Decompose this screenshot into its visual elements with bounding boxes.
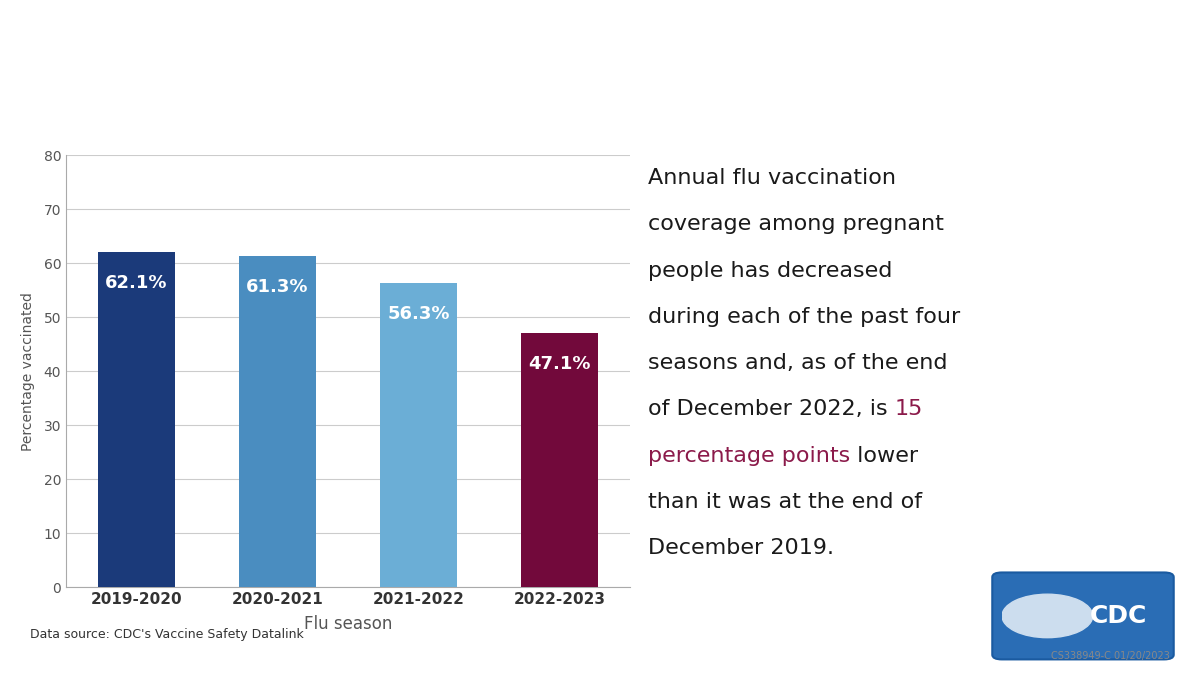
Text: CDC: CDC — [1090, 604, 1147, 628]
Text: of December 2022, is: of December 2022, is — [648, 400, 895, 419]
Text: 15: 15 — [895, 400, 923, 419]
Text: than it was at the end of: than it was at the end of — [648, 492, 922, 512]
Text: Annual flu vaccination: Annual flu vaccination — [648, 168, 896, 188]
X-axis label: Flu season: Flu season — [304, 616, 392, 633]
Y-axis label: Percentage vaccinated: Percentage vaccinated — [22, 292, 35, 451]
Text: among Pregnant People 18 to 49 Years of Age: among Pregnant People 18 to 49 Years of … — [506, 68, 1200, 101]
Text: percentage points: percentage points — [648, 446, 851, 466]
Text: 61.3%: 61.3% — [246, 278, 308, 296]
FancyBboxPatch shape — [992, 572, 1174, 659]
Text: CS338949-C 01/20/2023: CS338949-C 01/20/2023 — [1051, 651, 1170, 662]
Text: lower: lower — [851, 446, 918, 466]
Text: coverage among pregnant: coverage among pregnant — [648, 215, 944, 234]
Text: people has decreased: people has decreased — [648, 261, 893, 281]
Text: during each of the past four: during each of the past four — [648, 307, 960, 327]
Text: 62.1%: 62.1% — [106, 273, 168, 292]
Text: seasons and, as of the end: seasons and, as of the end — [648, 353, 948, 373]
Bar — [379, 284, 457, 587]
Bar — [239, 256, 317, 587]
Bar — [97, 252, 175, 587]
Text: Data source: CDC's Vaccine Safety Datalink: Data source: CDC's Vaccine Safety Datali… — [30, 628, 304, 641]
Text: 47.1%: 47.1% — [528, 354, 590, 373]
Circle shape — [1002, 594, 1093, 638]
Text: December 2019.: December 2019. — [648, 538, 834, 558]
Text: Flu Vaccination Coverage: Flu Vaccination Coverage — [30, 68, 506, 101]
Bar — [521, 333, 599, 587]
Text: 56.3%: 56.3% — [388, 305, 450, 323]
